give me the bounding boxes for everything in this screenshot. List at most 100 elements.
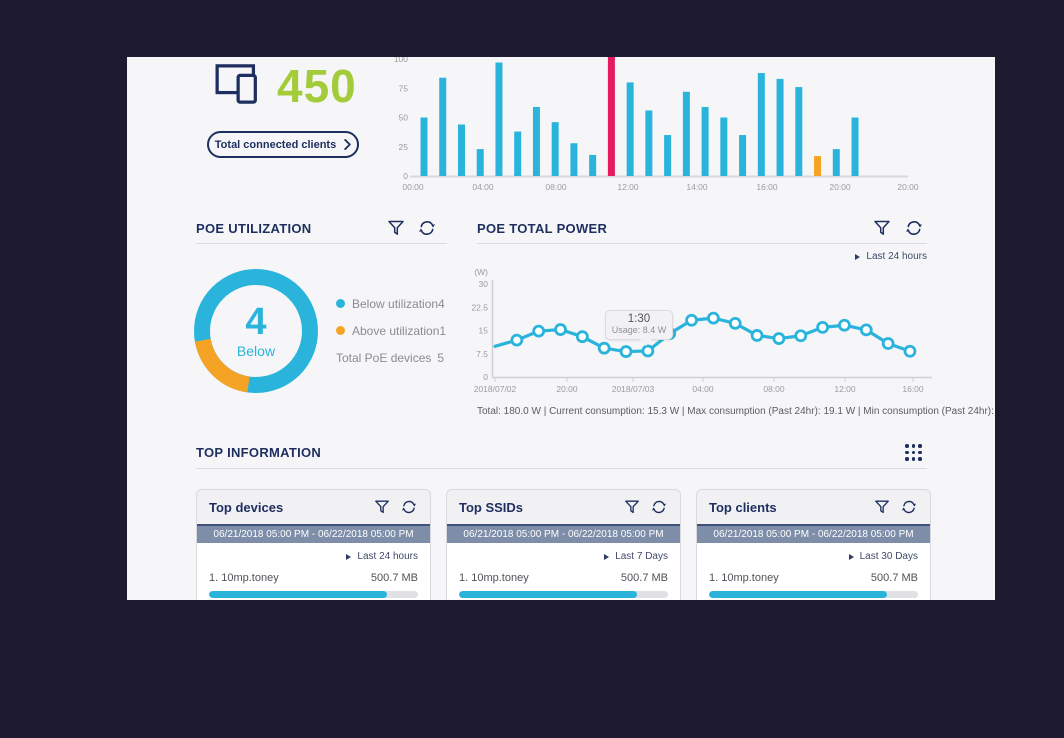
filter-icon	[624, 499, 640, 515]
top-clients-card: Top clients 06/21/2018 05:00 PM - 06/22/…	[696, 489, 931, 600]
card-body: Last 24 hours 1. 10mp.toney 500.7 MB	[197, 543, 430, 600]
top-devices-refresh-button[interactable]	[400, 498, 418, 516]
svg-text:00:00: 00:00	[402, 182, 424, 192]
clients-activity-chart[interactable]: 100 75 50 25 000:00 04:00 08:00 12:00 14:00 16:00…	[392, 57, 995, 207]
card-title: Top SSIDs	[459, 499, 524, 515]
top-ssids-card: Top SSIDs 06/21/2018 05:00 PM - 06/22/20…	[446, 489, 681, 600]
entry-name: 1. 10mp.toney	[209, 572, 279, 584]
refresh-icon	[418, 219, 436, 237]
tooltip-usage: Usage: 8.4 W	[611, 325, 667, 335]
card-title: Top devices	[209, 499, 284, 515]
svg-text:7.5: 7.5	[476, 349, 488, 359]
filter-icon	[874, 499, 890, 515]
usage-progress-track	[209, 591, 418, 598]
date-range-bar: 06/21/2018 05:00 PM - 06/22/2018 05:00 P…	[697, 524, 930, 543]
connected-devices-icon	[215, 64, 257, 104]
apps-grid-button[interactable]	[904, 443, 924, 463]
top-information-divider	[196, 468, 927, 469]
top-ssids-filter-button[interactable]	[623, 498, 641, 516]
usage-progress-fill	[459, 591, 637, 598]
entry-value: 500.7 MB	[370, 572, 418, 584]
top-entry-row: 1. 10mp.toney 500.7 MB	[709, 572, 918, 584]
total-connected-clients-button[interactable]: Total connected clients	[207, 131, 359, 158]
top-devices-range-selector[interactable]: Last 24 hours	[209, 551, 418, 562]
top-ssids-refresh-button[interactable]	[650, 498, 668, 516]
card-header: Top clients	[697, 490, 930, 524]
legend-item-above: Above utilization 1	[336, 322, 446, 339]
svg-text:16:00: 16:00	[756, 182, 778, 192]
chevron-right-icon	[344, 139, 351, 150]
filter-icon	[374, 499, 390, 515]
usage-progress-track	[709, 591, 918, 598]
legend-item-below: Below utilization 4	[336, 295, 445, 312]
poe-total-power-line-chart[interactable]: (W) 30 22.5 15 7.5 0 2018/07/02 20:00 2018/07/03…	[470, 265, 940, 405]
svg-text:50: 50	[399, 113, 409, 123]
top-ssids-range-selector[interactable]: Last 7 Days	[459, 551, 668, 562]
triangle-right-icon	[346, 553, 352, 560]
card-header: Top devices	[197, 490, 430, 524]
refresh-icon	[905, 219, 923, 237]
top-clients-filter-button[interactable]	[873, 498, 891, 516]
poe-utilization-divider	[196, 243, 447, 244]
poe-total-power-divider	[477, 243, 927, 244]
card-title: Top clients	[709, 499, 777, 515]
svg-text:75: 75	[399, 83, 409, 93]
poe-power-stats: Total: 180.0 W | Current consumption: 15…	[477, 406, 995, 417]
svg-text:04:00: 04:00	[692, 384, 714, 394]
dashboard-panel: 450 Total connected clients 100 75 50 25 0 00…	[127, 57, 995, 600]
top-entry-row: 1. 10mp.toney 500.7 MB	[209, 572, 418, 584]
top-devices-card: Top devices 06/21/2018 05:00 PM - 06/22/…	[196, 489, 431, 600]
top-information-title: TOP INFORMATION	[196, 445, 322, 460]
entry-value: 500.7 MB	[620, 572, 668, 584]
triangle-right-icon	[848, 553, 854, 560]
svg-text:12:00: 12:00	[834, 384, 856, 394]
svg-text:0: 0	[483, 372, 488, 382]
svg-text:22.5: 22.5	[471, 302, 488, 312]
total-connected-clients-label: Total connected clients	[214, 138, 337, 151]
svg-text:25: 25	[399, 142, 409, 152]
svg-text:16:00: 16:00	[902, 384, 924, 394]
triangle-right-icon	[855, 253, 861, 260]
poe-utilization-donut-chart[interactable]	[191, 266, 321, 396]
usage-progress-fill	[209, 591, 387, 598]
svg-text:0: 0	[403, 171, 408, 181]
svg-text:14:00: 14:00	[686, 182, 708, 192]
filter-icon	[873, 219, 891, 237]
svg-text:100: 100	[394, 57, 408, 64]
entry-name: 1. 10mp.toney	[459, 572, 529, 584]
triangle-right-icon	[604, 553, 610, 560]
legend-item-total: Total PoE devices 5	[336, 350, 444, 365]
usage-progress-track	[459, 591, 668, 598]
svg-text:04:00: 04:00	[472, 182, 494, 192]
card-body: Last 7 Days 1. 10mp.toney 500.7 MB	[447, 543, 680, 600]
above-utilization-dot	[336, 326, 345, 335]
entry-name: 1. 10mp.toney	[709, 572, 779, 584]
svg-text:20:00: 20:00	[556, 384, 578, 394]
date-range-bar: 06/21/2018 05:00 PM - 06/22/2018 05:00 P…	[197, 524, 430, 543]
top-clients-refresh-button[interactable]	[900, 498, 918, 516]
refresh-icon	[901, 499, 917, 515]
svg-text:30: 30	[479, 279, 489, 289]
svg-text:2018/07/02: 2018/07/02	[474, 384, 517, 394]
tooltip-time: 1:30	[627, 313, 651, 325]
date-range-bar: 06/21/2018 05:00 PM - 06/22/2018 05:00 P…	[447, 524, 680, 543]
below-utilization-dot	[336, 299, 345, 308]
filter-icon	[387, 219, 405, 237]
poe-power-range-selector[interactable]: Last 24 hours	[777, 251, 927, 262]
card-body: Last 30 Days 1. 10mp.toney 500.7 MB	[697, 543, 930, 600]
top-clients-range-selector[interactable]: Last 30 Days	[709, 551, 918, 562]
svg-text:15: 15	[479, 326, 489, 336]
poe-utilization-refresh-button[interactable]	[417, 218, 437, 238]
svg-text:12:00: 12:00	[617, 182, 639, 192]
poe-utilization-legend: Below utilization 4 Above utilization 1 …	[336, 295, 446, 376]
poe-utilization-filter-button[interactable]	[386, 218, 406, 238]
top-devices-filter-button[interactable]	[373, 498, 391, 516]
poe-total-power-refresh-button[interactable]	[904, 218, 924, 238]
poe-total-power-title: POE TOTAL POWER	[477, 221, 608, 236]
entry-value: 500.7 MB	[870, 572, 918, 584]
refresh-icon	[651, 499, 667, 515]
poe-total-power-filter-button[interactable]	[872, 218, 892, 238]
poe-utilization-title: POE UTILIZATION	[196, 221, 312, 236]
connected-clients-count: 450	[277, 60, 357, 112]
svg-text:08:00: 08:00	[545, 182, 567, 192]
